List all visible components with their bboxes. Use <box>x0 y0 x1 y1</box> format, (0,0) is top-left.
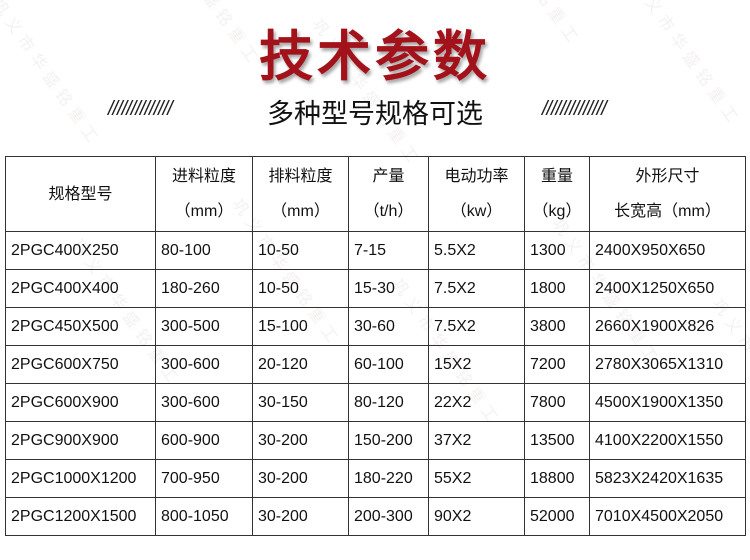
table-cell: 60-100 <box>348 345 429 384</box>
table-header-row: 规格型号 进料粒度 （mm） 排料粒度 （mm） 产量 （t/h） 电动功率 （kw） 重量 （kg… <box>5 156 746 232</box>
header-label: 重量 <box>540 166 573 185</box>
table-row: 2PGC600X750 300-600 20-120 60-100 15X2 7200 27… <box>5 345 746 384</box>
table-cell: 300-600 <box>155 345 253 384</box>
header-unit: （mm） <box>271 203 330 220</box>
table-cell: 5823X2420X1635 <box>589 459 746 498</box>
table-cell: 2PGC600X750 <box>5 345 156 384</box>
table-row: 2PGC900X900 600-900 30-200 150-200 37X2 13500… <box>5 421 746 460</box>
table-cell: 5.5X2 <box>428 231 525 270</box>
table-cell: 30-200 <box>252 421 349 460</box>
header-label: 进料粒度 <box>171 166 236 185</box>
column-header: 外形尺寸长宽高（mm） <box>589 156 746 232</box>
page-subtitle: 多种型号规格可选 <box>267 99 483 130</box>
column-header: 进料粒度 （mm） <box>155 156 253 232</box>
table-cell: 10-50 <box>252 269 349 308</box>
table-cell: 1300 <box>524 231 590 270</box>
table-cell: 7010X4500X2050 <box>589 497 746 536</box>
table-cell: 2780X3065X1310 <box>589 345 746 384</box>
table-cell: 7-15 <box>348 231 429 270</box>
table-cell: 2PGC400X250 <box>5 231 156 270</box>
table-row: 2PGC600X900 300-600 30-150 80-120 22X2 7800 45… <box>5 383 746 422</box>
header-unit: （kg） <box>532 203 582 220</box>
table-cell: 30-200 <box>252 497 349 536</box>
table-cell: 15-30 <box>348 269 429 308</box>
header-unit: （mm） <box>174 203 234 220</box>
table-cell: 180-220 <box>348 459 429 498</box>
table-cell: 600-900 <box>155 421 253 460</box>
table-row: 2PGC1000X1200 700-950 30-200 180-220 55X2 188… <box>5 459 746 498</box>
table-cell: 2PGC450X500 <box>5 307 156 346</box>
table-cell: 2400X1250X650 <box>589 269 746 308</box>
table-cell: 80-120 <box>348 383 429 422</box>
table-cell: 37X2 <box>428 421 525 460</box>
table-cell: 4500X1900X1350 <box>589 383 746 422</box>
column-header: 重量 （kg） <box>524 156 590 232</box>
spec-table: 规格型号 进料粒度 （mm） 排料粒度 （mm） 产量 （t/h） 电动功率 （kw） 重量 （kg… <box>5 156 746 536</box>
header-label: 产量 <box>372 166 405 185</box>
table-cell: 300-600 <box>155 383 253 422</box>
table-cell: 30-200 <box>252 459 349 498</box>
header-unit: 长宽高（mm） <box>614 203 721 220</box>
table-cell: 30-60 <box>348 307 429 346</box>
table-cell: 700-950 <box>155 459 253 498</box>
table-cell: 2PGC900X900 <box>5 421 156 460</box>
table-cell: 300-500 <box>155 307 253 346</box>
table-cell: 55X2 <box>428 459 525 498</box>
table-cell: 15X2 <box>428 345 525 384</box>
table-cell: 2660X1900X826 <box>589 307 746 346</box>
table-cell: 7800 <box>524 383 590 422</box>
header-label: 规格型号 <box>48 184 113 203</box>
table-cell: 15-100 <box>252 307 349 346</box>
table-cell: 52000 <box>524 497 590 536</box>
table-cell: 90X2 <box>428 497 525 536</box>
table-cell: 2400X950X650 <box>589 231 746 270</box>
table-cell: 20-120 <box>252 345 349 384</box>
table-row: 2PGC400X400 180-260 10-50 15-30 7.5X2 1800 240… <box>5 269 746 308</box>
column-header: 产量 （t/h） <box>348 156 429 232</box>
table-cell: 2PGC600X900 <box>5 383 156 422</box>
table-cell: 4100X2200X1550 <box>589 421 746 460</box>
table-row: 2PGC450X500 300-500 15-100 30-60 7.5X2 3800 26… <box>5 307 746 346</box>
table-cell: 200-300 <box>348 497 429 536</box>
table-cell: 2PGC400X400 <box>5 269 156 308</box>
table-cell: 180-260 <box>155 269 253 308</box>
header-unit: （kw） <box>450 203 503 220</box>
column-header: 排料粒度 （mm） <box>252 156 349 232</box>
table-cell: 800-1050 <box>155 497 253 536</box>
table-cell: 30-150 <box>252 383 349 422</box>
table-cell: 22X2 <box>428 383 525 422</box>
header-label: 外形尺寸 <box>635 166 700 185</box>
decorative-slashes-right: ////////////// <box>542 98 607 120</box>
column-header: 规格型号 <box>5 156 156 232</box>
table-cell: 10-50 <box>252 231 349 270</box>
header-label: 电动功率 <box>444 166 509 185</box>
header-unit: （t/h） <box>363 203 414 220</box>
page-title: 技术参数 <box>259 25 491 88</box>
decorative-slashes-left: ////////////// <box>108 98 173 120</box>
column-header: 电动功率 （kw） <box>428 156 525 232</box>
table-cell: 13500 <box>524 421 590 460</box>
table-cell: 3800 <box>524 307 590 346</box>
table-row: 2PGC400X250 80-100 10-50 7-15 5.5X2 1300 2400X… <box>5 231 746 270</box>
table-cell: 7.5X2 <box>428 269 525 308</box>
table-cell: 7.5X2 <box>428 307 525 346</box>
table-cell: 2PGC1000X1200 <box>5 459 156 498</box>
table-cell: 80-100 <box>155 231 253 270</box>
table-cell: 7200 <box>524 345 590 384</box>
table-row: 2PGC1200X1500 800-1050 30-200 200-300 90X2 52… <box>5 497 746 536</box>
header-label: 排料粒度 <box>268 166 333 185</box>
table-cell: 18800 <box>524 459 590 498</box>
table-cell: 2PGC1200X1500 <box>5 497 156 536</box>
table-cell: 150-200 <box>348 421 429 460</box>
table-cell: 1800 <box>524 269 590 308</box>
